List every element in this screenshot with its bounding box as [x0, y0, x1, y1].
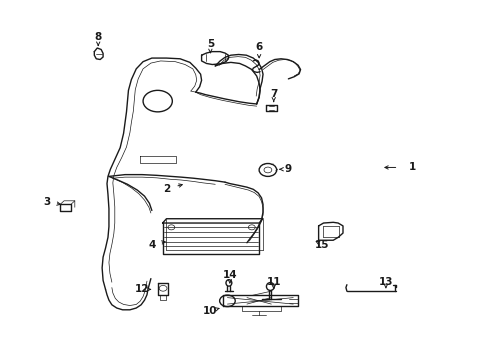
- Text: 15: 15: [315, 239, 329, 249]
- Text: 8: 8: [94, 32, 102, 41]
- Text: 5: 5: [206, 39, 214, 49]
- Text: 11: 11: [266, 277, 281, 287]
- Text: 9: 9: [284, 164, 291, 174]
- Text: 14: 14: [222, 270, 237, 280]
- Text: 6: 6: [255, 42, 262, 52]
- Text: 1: 1: [408, 162, 415, 172]
- Text: 7: 7: [269, 89, 277, 99]
- Text: 2: 2: [163, 184, 170, 194]
- Text: 3: 3: [43, 197, 51, 207]
- Text: 12: 12: [135, 284, 149, 294]
- Text: 13: 13: [378, 277, 392, 287]
- Text: 10: 10: [203, 306, 217, 316]
- Text: 4: 4: [148, 239, 155, 249]
